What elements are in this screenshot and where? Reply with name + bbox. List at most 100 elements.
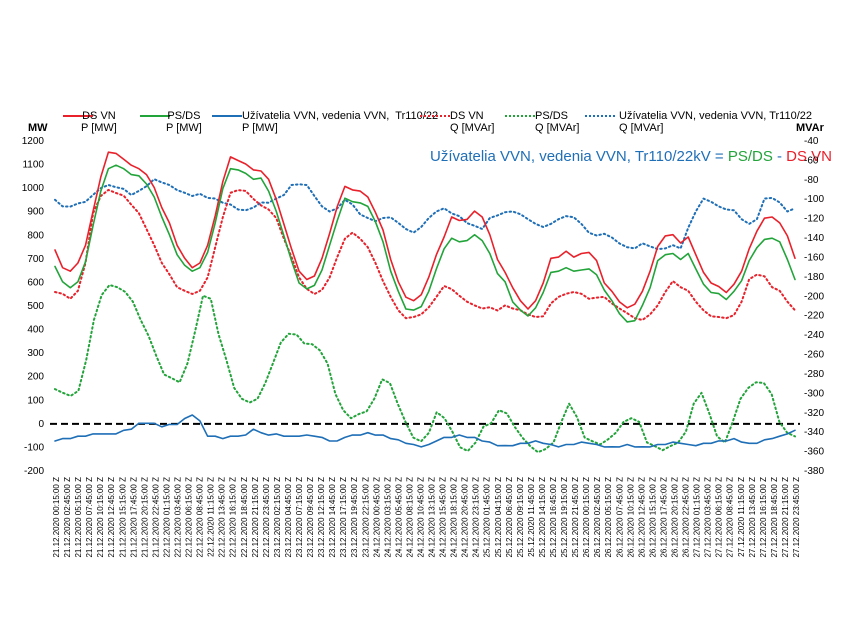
x-tick-label: 27.12.2020 21:15:00 Z	[781, 477, 790, 558]
x-tick-label: 25.12.2020 06:45:00 Z	[505, 477, 514, 558]
legend-swatch-ps-ds-p	[140, 115, 170, 117]
y-left-tick-label: -200	[24, 466, 44, 477]
legend-label-users-q: Užívatelia VVN, vedenia VVN, Tr110/22 Q …	[619, 110, 813, 134]
x-tick-label: 24.12.2020 18:15:00 Z	[450, 477, 459, 558]
legend-swatch-users-p	[212, 115, 242, 117]
x-tick-label: 22.12.2020 06:15:00 Z	[185, 477, 194, 558]
y-right-tick-label: -140	[804, 233, 824, 244]
x-tick-label: 25.12.2020 19:15:00 Z	[560, 477, 569, 558]
x-tick-label: 24.12.2020 15:45:00 Z	[439, 477, 448, 558]
x-tick-label: 25.12.2020 04:15:00 Z	[494, 477, 503, 558]
series-line-4	[54, 284, 796, 454]
x-tick-label: 26.12.2020 15:15:00 Z	[648, 477, 657, 558]
y-left-tick-label: 300	[27, 348, 44, 359]
legend-swatch-ds-vn-q	[420, 115, 450, 117]
x-tick-label: 24.12.2020 23:15:00 Z	[472, 477, 481, 558]
x-tick-label: 23.12.2020 07:15:00 Z	[295, 477, 304, 558]
x-tick-label: 25.12.2020 21:45:00 Z	[571, 477, 580, 558]
y-right-tick-label: -260	[804, 350, 824, 361]
legend-label-ps-ds-p: PS/DS P [MW]	[166, 110, 202, 134]
y-left-tick-label: 900	[27, 207, 44, 218]
y-left-tick-label: 500	[27, 301, 44, 312]
y-left-tick-label: 1100	[22, 160, 44, 171]
y-right-tick-label: -300	[804, 388, 824, 399]
x-tick-label: 27.12.2020 08:45:00 Z	[726, 477, 735, 558]
x-tick-label: 26.12.2020 17:45:00 Z	[659, 477, 668, 558]
series-line-1	[54, 164, 796, 323]
y-left-tick-label: 1200	[22, 136, 45, 147]
legend-swatch-users-q	[585, 115, 615, 117]
legend-label-users-p: Užívatelia VVN, vedenia VVN, Tr110/22 P …	[242, 110, 439, 134]
series-line-3	[54, 188, 796, 321]
x-tick-label: 23.12.2020 17:15:00 Z	[339, 477, 348, 558]
x-tick-label: 27.12.2020 23:45:00 Z	[792, 477, 801, 558]
x-tick-label: 22.12.2020 13:45:00 Z	[218, 477, 227, 558]
x-tick-label: 26.12.2020 02:45:00 Z	[593, 477, 602, 558]
x-tick-label: 24.12.2020 08:15:00 Z	[405, 477, 414, 558]
x-tick-label: 23.12.2020 02:15:00 Z	[273, 477, 282, 558]
title-part-equals: =	[710, 148, 728, 165]
x-tick-label: 25.12.2020 01:45:00 Z	[483, 477, 492, 558]
right-axis-unit: MVAr	[796, 122, 824, 134]
y-right-tick-label: -100	[804, 194, 824, 205]
y-left-tick-label: 700	[27, 254, 44, 265]
y-right-tick-label: -360	[804, 447, 824, 458]
x-tick-label: 21.12.2020 07:45:00 Z	[85, 477, 94, 558]
x-tick-label: 22.12.2020 21:15:00 Z	[251, 477, 260, 558]
x-tick-label: 23.12.2020 22:15:00 Z	[361, 477, 370, 558]
x-tick-label: 23.12.2020 09:45:00 Z	[306, 477, 315, 558]
x-tick-label: 21.12.2020 15:15:00 Z	[118, 477, 127, 558]
legend-label-ds-vn-p: DS VN P [MW]	[81, 110, 117, 134]
x-tick-label: 25.12.2020 11:45:00 Z	[527, 477, 536, 557]
x-tick-label: 21.12.2020 05:15:00 Z	[74, 477, 83, 558]
x-tick-label: 23.12.2020 19:45:00 Z	[350, 477, 359, 558]
y-right-tick-label: -220	[804, 311, 824, 322]
x-tick-label: 26.12.2020 10:15:00 Z	[626, 477, 635, 558]
x-tick-label: 22.12.2020 23:45:00 Z	[262, 477, 271, 558]
x-tick-label: 22.12.2020 18:45:00 Z	[240, 477, 249, 558]
x-tick-label: 23.12.2020 14:45:00 Z	[328, 477, 337, 558]
x-tick-label: 22.12.2020 01:15:00 Z	[162, 477, 171, 558]
x-tick-label: 22.12.2020 08:45:00 Z	[196, 477, 205, 558]
x-tick-label: 22.12.2020 16:15:00 Z	[229, 477, 238, 558]
y-right-tick-label: -200	[804, 291, 824, 302]
x-tick-label: 26.12.2020 12:45:00 Z	[637, 477, 646, 558]
title-part-minus: -	[772, 148, 787, 165]
x-tick-label: 21.12.2020 17:45:00 Z	[129, 477, 138, 558]
y-left-tick-label: 0	[38, 419, 44, 430]
y-right-tick-label: -40	[804, 136, 819, 147]
x-tick-label: 24.12.2020 10:45:00 Z	[416, 477, 425, 558]
x-tick-label: 26.12.2020 05:15:00 Z	[604, 477, 613, 558]
x-tick-label: 27.12.2020 18:45:00 Z	[770, 477, 779, 558]
y-right-tick-label: -80	[804, 175, 819, 186]
y-right-tick-label: -280	[804, 369, 824, 380]
x-tick-label: 25.12.2020 09:15:00 Z	[516, 477, 525, 558]
x-tick-label: 26.12.2020 00:15:00 Z	[582, 477, 591, 558]
y-right-tick-label: -120	[804, 214, 824, 225]
series-line-5	[54, 178, 796, 251]
x-tick-label: 27.12.2020 03:45:00 Z	[704, 477, 713, 558]
x-tick-label: 22.12.2020 03:45:00 Z	[173, 477, 182, 558]
x-tick-label: 21.12.2020 20:15:00 Z	[140, 477, 149, 558]
x-tick-label: 26.12.2020 22:45:00 Z	[682, 477, 691, 558]
y-right-tick-label: -60	[804, 155, 819, 166]
x-tick-label: 26.12.2020 20:15:00 Z	[671, 477, 680, 558]
x-tick-label: 21.12.2020 10:15:00 Z	[96, 477, 105, 558]
y-right-tick-label: -320	[804, 408, 824, 419]
x-tick-label: 21.12.2020 12:45:00 Z	[107, 477, 116, 558]
x-tick-label: 25.12.2020 16:45:00 Z	[549, 477, 558, 558]
x-tick-label: 27.12.2020 01:15:00 Z	[693, 477, 702, 558]
x-tick-label: 26.12.2020 07:45:00 Z	[615, 477, 624, 558]
x-tick-label: 24.12.2020 20:45:00 Z	[461, 477, 470, 558]
x-tick-label: 24.12.2020 13:15:00 Z	[428, 477, 437, 558]
legend-label-ds-vn-q: DS VN Q [MVAr]	[450, 110, 495, 134]
x-tick-label: 23.12.2020 12:15:00 Z	[317, 477, 326, 558]
chart-title: Užívatelia VVN, vedenia VVN, Tr110/22kV …	[430, 148, 832, 165]
y-right-tick-label: -240	[804, 330, 824, 341]
series-line-2	[54, 414, 796, 448]
x-tick-label: 21.12.2020 22:45:00 Z	[151, 477, 160, 558]
x-tick-label: 22.12.2020 11:15:00 Z	[207, 477, 216, 557]
y-left-tick-label: 200	[27, 372, 44, 383]
legend-swatch-ps-ds-q	[505, 115, 535, 117]
